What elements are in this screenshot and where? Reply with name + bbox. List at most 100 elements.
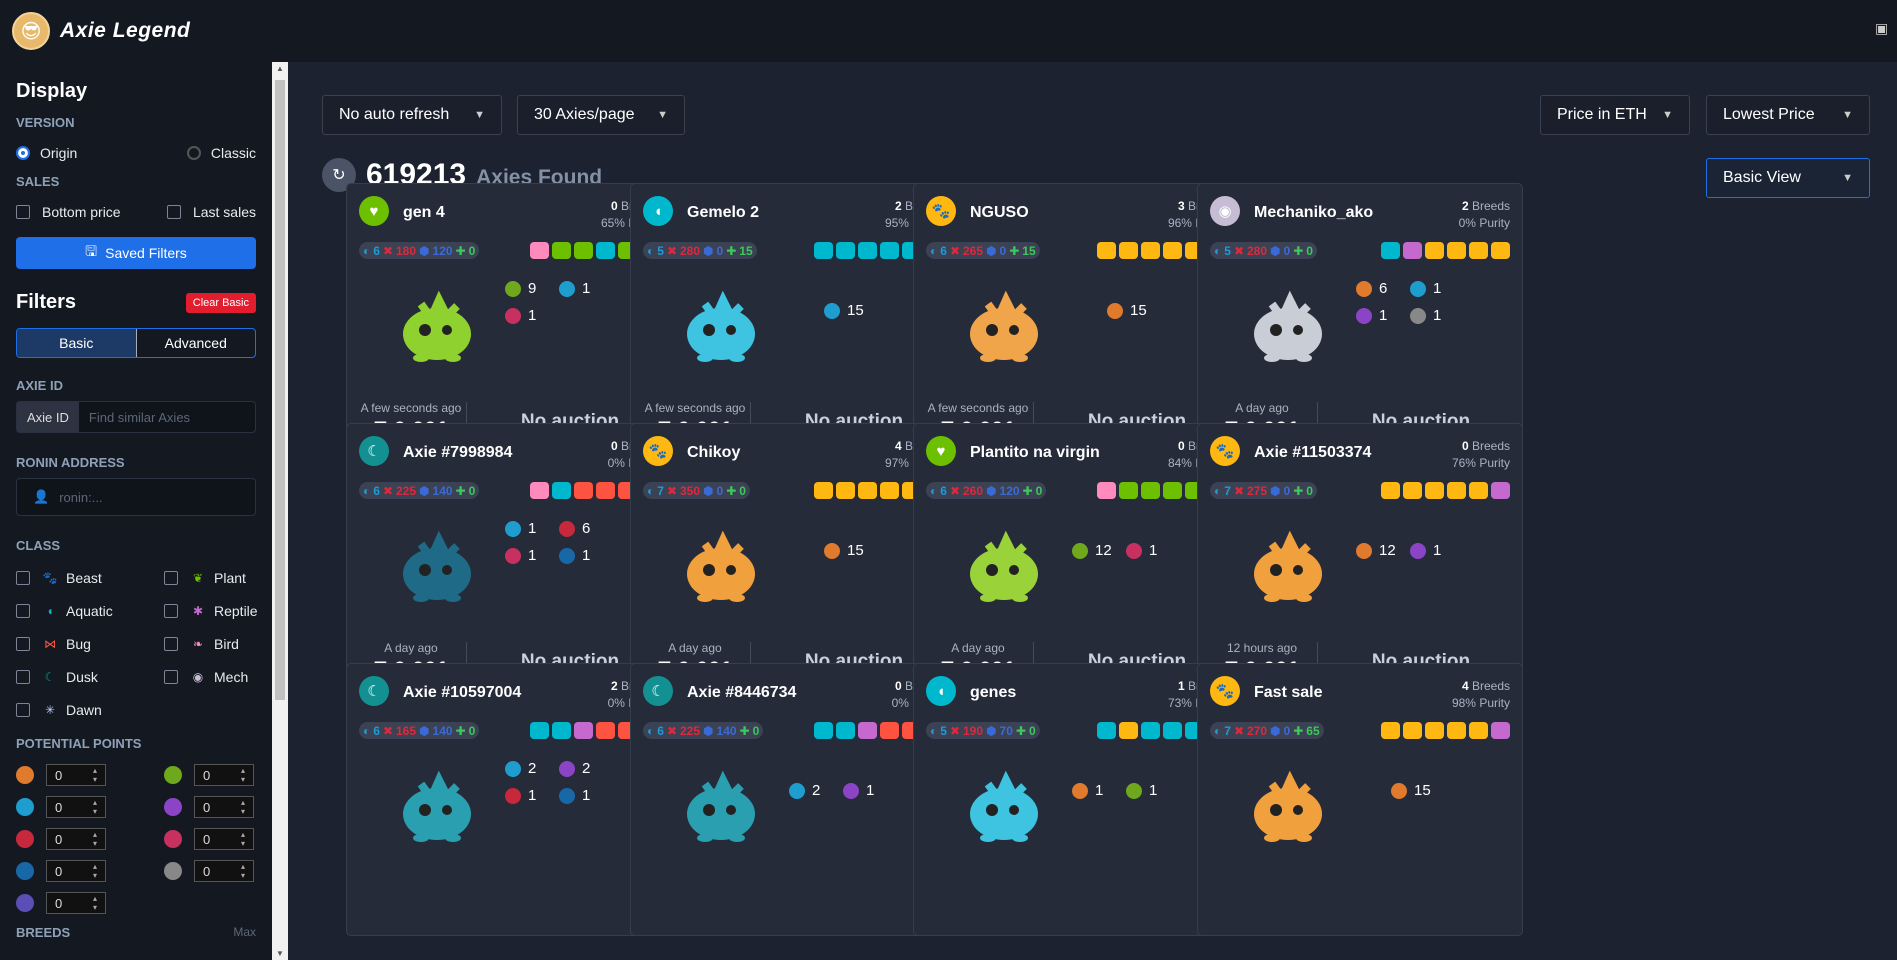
- axie-image[interactable]: [1242, 284, 1338, 364]
- potential-point-stepper[interactable]: 0: [194, 796, 254, 818]
- scroll-up-icon[interactable]: ▲: [276, 64, 284, 73]
- axie-card[interactable]: 🐾 Axie #11503374 0 Breeds 76% Purity ◐ 7 ✖ 275 ⬢…: [1197, 423, 1523, 696]
- class-filter-bug[interactable]: ⋈ Bug: [16, 627, 164, 660]
- potential-point-stepper[interactable]: 0: [194, 828, 254, 850]
- axie-card[interactable]: 🐾 Fast sale 4 Breeds 98% Purity ◐ 7 ✖ 270 ⬢ 0 ✚ 65 1…: [1197, 663, 1523, 936]
- gene-value: 1: [582, 787, 591, 804]
- stat-value: 0: [1028, 723, 1036, 738]
- potential-point-row: 0: [164, 791, 264, 823]
- refresh-icon[interactable]: ↻: [322, 158, 356, 192]
- class-filter-plant[interactable]: ❦ Plant: [164, 561, 264, 594]
- tab-basic[interactable]: Basic: [17, 329, 137, 357]
- axie-card[interactable]: ♥gen 40 Breeds65% Purity◐6✖180⬢120✚0911A…: [346, 183, 672, 456]
- saved-filters-button[interactable]: 🖫 Saved Filters: [16, 237, 256, 269]
- class-filter-mech[interactable]: ◉ Mech: [164, 660, 264, 693]
- morale-icon: ⬢: [1270, 483, 1281, 498]
- axie-name[interactable]: Axie #11503374: [1254, 444, 1372, 461]
- version-classic-radio[interactable]: Classic: [186, 145, 256, 161]
- stat-value: 5: [940, 723, 947, 738]
- discord-icon[interactable]: ▣: [1875, 20, 1889, 36]
- scroll-down-icon[interactable]: ▼: [276, 949, 284, 958]
- purity-value: 97%: [884, 456, 909, 470]
- part-icon: [1381, 722, 1400, 739]
- bottom-price-checkbox[interactable]: Bottom price: [16, 204, 121, 220]
- potential-point-stepper[interactable]: 0: [194, 764, 254, 786]
- morale-icon: ⬢: [419, 483, 430, 498]
- potential-point-stepper[interactable]: 0: [46, 828, 106, 850]
- class-filter-aquatic[interactable]: ◖ Aquatic: [16, 594, 164, 627]
- axie-name[interactable]: Axie #7998984: [403, 444, 513, 461]
- stat-value: 15: [739, 243, 753, 258]
- axie-image[interactable]: [1242, 524, 1338, 604]
- currency-dropdown[interactable]: Price in ETH ▼: [1540, 95, 1690, 135]
- gene-class-icon: [1356, 280, 1372, 297]
- tab-advanced[interactable]: Advanced: [164, 335, 227, 351]
- ronin-address-field[interactable]: 👤 ronin:...: [16, 478, 256, 516]
- axie-image[interactable]: [958, 764, 1054, 844]
- stats-bar: ◐ 6 ✖ 260 ⬢ 120 ✚ 0: [926, 482, 1047, 499]
- potential-point-stepper[interactable]: 0: [46, 892, 106, 914]
- axie-image[interactable]: [675, 764, 771, 844]
- axie-name[interactable]: Mechaniko_ako: [1254, 204, 1374, 221]
- axie-name[interactable]: Gemelo 2: [687, 204, 760, 221]
- potential-point-stepper[interactable]: 0: [46, 764, 106, 786]
- potential-point-stepper[interactable]: 0: [46, 796, 106, 818]
- axie-name[interactable]: genes: [970, 684, 1017, 701]
- axie-name[interactable]: Axie #8446734: [687, 684, 797, 701]
- axie-id-field[interactable]: Axie ID Find similar Axies: [16, 401, 256, 433]
- view-dropdown[interactable]: Basic View ▼: [1706, 158, 1870, 198]
- gene-class-icon: [505, 787, 521, 804]
- breeds-value: 2: [894, 199, 902, 213]
- part-icon: [1469, 482, 1488, 499]
- axie-name[interactable]: NGUSO: [970, 204, 1029, 221]
- auto-refresh-dropdown[interactable]: No auto refresh ▼: [322, 95, 502, 135]
- axie-name[interactable]: Fast sale: [1254, 684, 1323, 701]
- per-page-dropdown[interactable]: 30 Axies/page ▼: [517, 95, 685, 135]
- axie-image[interactable]: [958, 524, 1054, 604]
- logo-icon[interactable]: 😎: [12, 12, 50, 50]
- axie-name[interactable]: Plantito na virgin: [970, 444, 1100, 461]
- class-label: Dusk: [66, 668, 98, 685]
- axie-image[interactable]: [675, 524, 771, 604]
- clear-basic-button[interactable]: Clear Basic: [185, 292, 256, 313]
- axie-card[interactable]: ◖Gemelo 22 Breeds95% Purity◐5✖280⬢0✚1515…: [630, 183, 956, 456]
- axie-image[interactable]: [1242, 764, 1338, 844]
- axie-image[interactable]: [391, 524, 487, 604]
- sort-dropdown[interactable]: Lowest Price ▼: [1706, 95, 1870, 135]
- class-filter-bird[interactable]: ❧ Bird: [164, 627, 264, 660]
- last-sales-checkbox[interactable]: Last sales: [166, 204, 256, 220]
- class-filter-dawn[interactable]: ✳ Dawn: [16, 693, 164, 726]
- potential-point-stepper[interactable]: 0: [194, 860, 254, 882]
- class-filter-dusk[interactable]: ☾ Dusk: [16, 660, 164, 693]
- axie-name[interactable]: Chikoy: [687, 444, 741, 461]
- breed-purity: 4 Breeds 98% Purity: [1452, 678, 1510, 712]
- axie-card[interactable]: ◉ Mechaniko_ako 2 Breeds 0% Purity ◐ 5 ✖ 280 ⬢ 0 ✚…: [1197, 183, 1523, 456]
- class-label: Beast: [66, 569, 102, 586]
- sidebar-scrollbar[interactable]: ▲ ▼: [272, 62, 288, 960]
- gene-value: 1: [1433, 542, 1442, 559]
- axie-image[interactable]: [391, 284, 487, 364]
- axie-image[interactable]: [675, 284, 771, 364]
- scrollbar-thumb[interactable]: [275, 80, 285, 700]
- part-icon: [552, 242, 571, 259]
- potential-point-stepper[interactable]: 0: [46, 860, 106, 882]
- axie-image[interactable]: [958, 284, 1054, 364]
- version-origin-radio[interactable]: Origin: [16, 145, 77, 161]
- gene-value: 6: [582, 520, 591, 537]
- purity-value: 96%: [1167, 216, 1192, 230]
- class-filter-beast[interactable]: 🐾 Beast: [16, 561, 164, 594]
- class-filter-reptile[interactable]: ✱ Reptile: [164, 594, 264, 627]
- part-icon: [1119, 242, 1138, 259]
- brand-title[interactable]: Axie Legend: [60, 19, 191, 42]
- axie-name[interactable]: Axie #10597004: [403, 684, 522, 701]
- axie-image[interactable]: [391, 764, 487, 844]
- axie-id-prefix: Axie ID: [17, 402, 79, 432]
- axie-name[interactable]: gen 4: [403, 204, 445, 221]
